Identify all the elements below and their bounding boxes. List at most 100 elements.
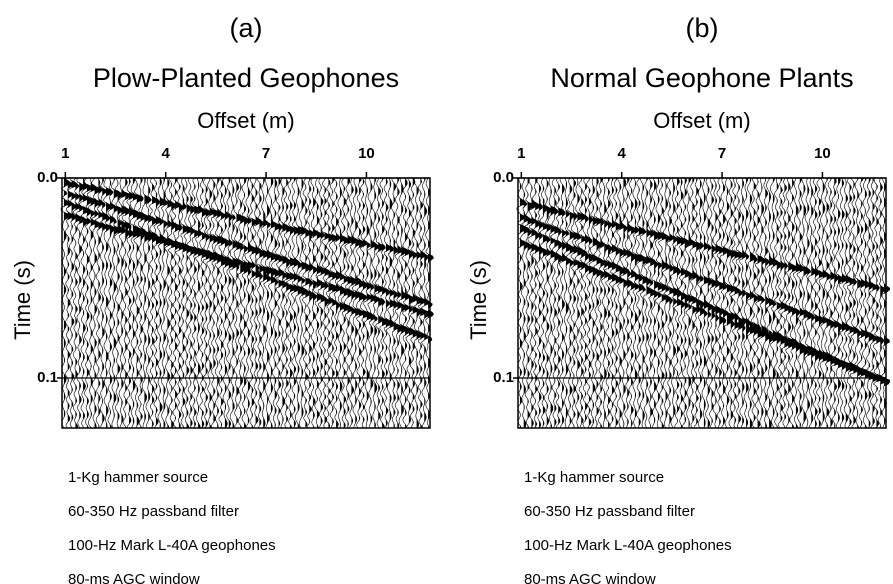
trace xyxy=(739,177,748,429)
trace xyxy=(727,177,737,429)
trace xyxy=(285,177,296,429)
trace-fill xyxy=(880,178,886,428)
trace-fill xyxy=(79,178,85,428)
trace xyxy=(685,177,695,429)
trace xyxy=(83,177,93,429)
trace xyxy=(708,177,718,429)
trace xyxy=(796,178,806,429)
trace xyxy=(111,177,120,429)
note: 1-Kg hammer source xyxy=(524,469,664,486)
trace xyxy=(367,177,377,429)
trace-fill xyxy=(581,178,587,428)
trace-fill xyxy=(282,178,288,428)
trace xyxy=(788,177,799,429)
trace xyxy=(735,177,745,429)
trace-fill xyxy=(531,178,537,428)
trace xyxy=(597,177,607,428)
y-axis-label: Time (s) xyxy=(10,260,35,340)
trace-fill xyxy=(573,178,580,428)
trace xyxy=(344,177,354,429)
trace xyxy=(527,177,538,429)
trace-fill xyxy=(876,178,882,428)
trace xyxy=(807,177,818,429)
trace-fill xyxy=(535,178,541,428)
trace-fill xyxy=(742,178,748,428)
trace xyxy=(539,177,549,429)
trace-fill xyxy=(117,178,124,428)
trace xyxy=(164,177,174,429)
seismic-traces xyxy=(60,177,434,429)
trace xyxy=(137,177,147,429)
trace-fill xyxy=(811,178,817,428)
trace-fill xyxy=(389,178,396,428)
trace-fill xyxy=(240,178,246,428)
trace-fill xyxy=(236,178,242,428)
trace-fill xyxy=(707,178,714,428)
trace-fill xyxy=(565,178,572,428)
trace xyxy=(555,177,565,429)
trace-fill xyxy=(688,178,695,428)
trace-fill xyxy=(397,178,403,428)
trace xyxy=(145,177,155,429)
trace-fill xyxy=(776,178,783,428)
trace xyxy=(819,177,829,429)
trace xyxy=(356,177,365,429)
trace xyxy=(389,177,400,429)
trace xyxy=(563,177,572,429)
trace xyxy=(325,177,335,429)
note: 60-350 Hz passband filter xyxy=(524,503,695,520)
trace xyxy=(608,177,618,429)
note: 100-Hz Mark L-40A geophones xyxy=(68,537,276,554)
trace-fill xyxy=(738,178,744,428)
trace xyxy=(658,177,668,429)
trace xyxy=(221,177,231,429)
trace xyxy=(118,177,128,429)
trace xyxy=(360,177,369,429)
trace xyxy=(604,177,614,429)
trace-fill xyxy=(715,178,721,428)
trace xyxy=(626,177,638,429)
trace xyxy=(228,177,239,429)
trace-fill xyxy=(769,178,775,428)
panel-title: Normal Geophone Plants xyxy=(550,63,853,93)
trace-fill xyxy=(90,178,97,428)
trace-fill xyxy=(171,178,177,428)
trace xyxy=(612,177,622,429)
trace xyxy=(780,177,791,429)
trace xyxy=(298,177,308,429)
trace xyxy=(301,177,312,429)
trace xyxy=(244,177,254,429)
trace-fill xyxy=(209,178,216,428)
trace xyxy=(815,177,825,429)
trace-fill xyxy=(109,178,116,428)
trace xyxy=(624,177,634,429)
trace-fill xyxy=(205,178,212,428)
x-axis-label: Offset (m) xyxy=(653,108,750,133)
trace xyxy=(337,177,346,429)
trace xyxy=(226,177,235,429)
trace-fill xyxy=(328,178,334,428)
trace-fill xyxy=(519,178,526,428)
trace xyxy=(267,177,277,429)
seismic-traces xyxy=(516,177,890,429)
trace-fill xyxy=(665,178,672,428)
trace-fill xyxy=(113,178,120,428)
trace-fill xyxy=(132,178,139,428)
trace-fill xyxy=(546,178,552,428)
trace-fill xyxy=(332,178,338,428)
trace xyxy=(704,177,714,429)
trace xyxy=(620,177,630,429)
y-tick-label: 0.1 xyxy=(493,369,514,386)
x-tick-label: 1 xyxy=(517,145,525,162)
trace xyxy=(166,177,178,429)
x-tick-label: 1 xyxy=(61,145,69,162)
trace xyxy=(86,177,97,429)
trace xyxy=(133,177,143,429)
trace-fill xyxy=(144,178,150,428)
trace xyxy=(723,177,733,429)
x-tick-label: 4 xyxy=(162,145,171,162)
trace-fill xyxy=(393,178,400,428)
trace xyxy=(654,177,664,429)
trace xyxy=(643,177,653,429)
